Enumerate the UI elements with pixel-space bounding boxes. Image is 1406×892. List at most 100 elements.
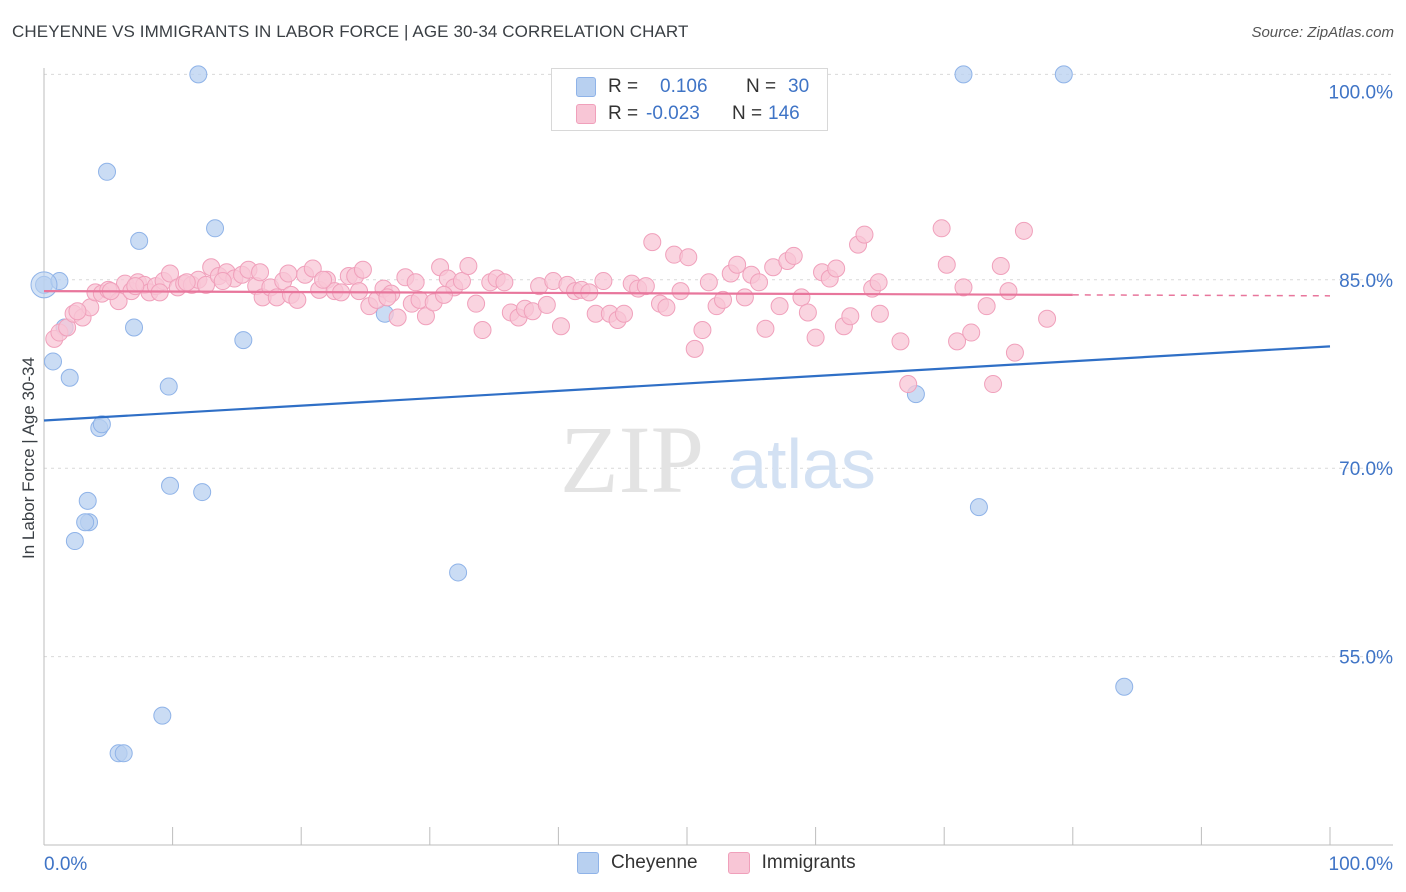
data-point — [679, 248, 698, 267]
data-point — [193, 483, 212, 502]
data-point — [452, 272, 471, 291]
data-point — [657, 298, 676, 317]
legend-row-immigrants: R = -0.023 N = 146 — [576, 102, 800, 126]
data-point — [977, 297, 996, 316]
data-point — [65, 532, 84, 551]
data-point — [467, 294, 486, 313]
data-point — [314, 270, 333, 289]
data-point — [551, 317, 570, 336]
series-legend-item-cheyenne: Cheyenne — [577, 852, 698, 874]
axes — [43, 68, 1393, 846]
legend-r-value: 0.106 — [660, 76, 708, 97]
trend-line-immigrants — [43, 290, 1073, 296]
data-point — [537, 295, 556, 314]
legend-n-value: 30 — [788, 76, 810, 97]
series-immigrants — [45, 219, 1057, 394]
data-point — [750, 273, 769, 292]
data-point — [636, 277, 655, 296]
data-point — [735, 288, 754, 307]
legend-swatch-cheyenne — [576, 77, 596, 97]
data-point — [792, 288, 811, 307]
data-point-large — [30, 271, 58, 299]
data-point — [206, 219, 225, 238]
data-point — [1014, 221, 1033, 240]
data-point — [1115, 677, 1134, 696]
trend-line-cheyenne — [43, 345, 1331, 422]
data-point — [693, 321, 712, 340]
y-tick-label: 70.0% — [1339, 459, 1393, 480]
data-point — [125, 318, 144, 337]
data-point — [114, 744, 133, 763]
legend-n-label: N = — [732, 103, 763, 124]
data-point — [685, 339, 704, 358]
y-tick-label: 85.0% — [1339, 271, 1393, 292]
data-point — [44, 352, 63, 371]
data-point — [1054, 65, 1073, 84]
data-point — [78, 491, 97, 510]
data-point — [991, 256, 1010, 275]
data-point — [984, 375, 1003, 394]
data-point — [161, 264, 180, 283]
data-point — [954, 278, 973, 297]
data-point — [798, 303, 817, 322]
x-tick-label-min: 0.0% — [44, 854, 87, 875]
data-point — [870, 304, 889, 323]
data-point — [60, 368, 79, 387]
trend-line-immigrants-extension — [1072, 294, 1331, 297]
data-point — [714, 290, 733, 309]
data-point — [855, 225, 874, 244]
data-point — [594, 272, 613, 291]
data-point — [948, 332, 967, 351]
data-point — [954, 65, 973, 84]
data-point — [899, 375, 918, 394]
legend-r-value: -0.023 — [646, 103, 700, 124]
data-point — [932, 219, 951, 238]
data-point — [388, 308, 407, 327]
data-point — [288, 290, 307, 309]
series-legend: Cheyenne Immigrants — [577, 852, 886, 874]
legend-r-label: R = — [608, 76, 639, 97]
data-point — [406, 273, 425, 292]
series-legend-swatch-cheyenne — [577, 852, 599, 874]
data-point — [350, 282, 369, 301]
legend-swatch-immigrants — [576, 104, 596, 124]
correlation-legend: R = 0.106 N = 30 R = -0.023 N = 146 — [551, 68, 828, 131]
data-point — [416, 307, 435, 326]
data-point — [806, 328, 825, 347]
data-point — [937, 255, 956, 274]
watermark-zip: ZIP — [560, 406, 704, 513]
data-point — [671, 282, 690, 301]
y-tick-label: 55.0% — [1339, 648, 1393, 669]
series-legend-label-cheyenne: Cheyenne — [611, 852, 698, 873]
data-point — [699, 273, 718, 292]
data-point — [92, 415, 111, 434]
data-point — [161, 476, 180, 495]
data-point — [728, 255, 747, 274]
data-point — [459, 256, 478, 275]
data-point — [495, 273, 514, 292]
data-point — [68, 302, 87, 321]
data-point — [1038, 309, 1057, 328]
data-point — [189, 65, 208, 84]
series-legend-swatch-immigrants — [727, 852, 750, 874]
legend-r-label: R = — [608, 103, 639, 124]
data-point — [756, 319, 775, 338]
data-point — [969, 498, 988, 517]
data-point — [303, 259, 322, 278]
series-legend-item-immigrants: Immigrants — [727, 852, 856, 874]
data-point — [827, 259, 846, 278]
data-point — [234, 331, 253, 350]
data-point — [153, 706, 172, 725]
data-point — [841, 307, 860, 326]
grid-lines — [44, 73, 1393, 658]
y-tick-label: 100.0% — [1329, 82, 1394, 103]
data-point — [130, 231, 149, 250]
data-point — [434, 285, 453, 304]
data-point — [1005, 343, 1024, 362]
data-point — [962, 323, 981, 342]
data-point — [197, 275, 216, 294]
data-point — [213, 272, 232, 291]
data-point — [159, 377, 178, 396]
data-point — [76, 513, 95, 532]
